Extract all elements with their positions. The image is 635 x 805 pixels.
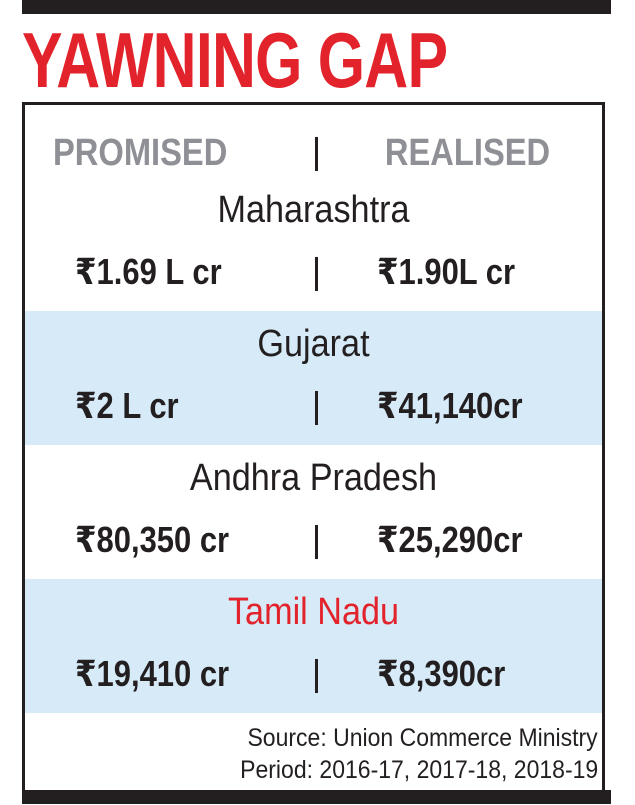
- value-divider: [315, 391, 318, 425]
- state-row-maharashtra: Maharashtra ₹1.69 L cr ₹1.90L cr: [25, 177, 602, 311]
- realised-value: ₹41,140cr: [377, 385, 523, 426]
- column-header-row: PROMISED REALISED: [25, 123, 602, 183]
- realised-value: ₹8,390cr: [377, 653, 506, 694]
- data-panel: PROMISED REALISED Maharashtra ₹1.69 L cr…: [22, 102, 605, 790]
- bottom-rule: [22, 790, 611, 804]
- promised-value: ₹1.69 L cr: [75, 251, 222, 292]
- source-note: Source: Union Commerce Ministry: [247, 724, 598, 752]
- state-name: Tamil Nadu: [227, 591, 400, 633]
- promised-column-header: PROMISED: [53, 132, 228, 174]
- state-name: Gujarat: [257, 323, 370, 365]
- state-row-tamil-nadu: Tamil Nadu ₹19,410 cr ₹8,390cr: [25, 579, 602, 713]
- promised-value: ₹80,350 cr: [75, 519, 230, 560]
- period-note: Period: 2016-17, 2017-18, 2018-19: [239, 756, 598, 784]
- realised-value: ₹1.90L cr: [377, 251, 516, 292]
- realised-value: ₹25,290cr: [377, 519, 523, 560]
- promised-value: ₹2 L cr: [75, 385, 179, 426]
- column-header-divider: [315, 137, 318, 171]
- state-name: Andhra Pradesh: [189, 457, 438, 499]
- value-divider: [315, 525, 318, 559]
- value-divider: [315, 257, 318, 291]
- state-row-andhra-pradesh: Andhra Pradesh ₹80,350 cr ₹25,290cr: [25, 445, 602, 579]
- headline: YAWNING GAP: [22, 16, 448, 104]
- state-name: Maharashtra: [217, 189, 410, 231]
- top-rule: [22, 0, 611, 14]
- realised-column-header: REALISED: [384, 132, 550, 174]
- promised-value: ₹19,410 cr: [75, 653, 230, 694]
- value-divider: [315, 659, 318, 693]
- state-row-gujarat: Gujarat ₹2 L cr ₹41,140cr: [25, 311, 602, 445]
